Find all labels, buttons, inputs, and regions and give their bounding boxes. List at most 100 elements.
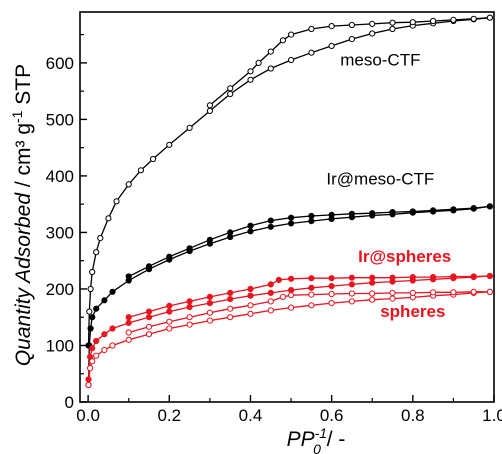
ir-spheres-desorption-point: [125, 314, 132, 321]
spheres-adsorption-point: [247, 310, 254, 317]
ir-spheres-adsorption-point: [93, 337, 100, 345]
series-spheres: [85, 288, 493, 389]
ir-spheres-desorption-point: [227, 289, 234, 296]
spheres-adsorption-point: [85, 381, 92, 389]
ticks-layer: 0.0 0.2 0.4 0.6 0.8 1.0 0 100 200 300 400 500 600: [46, 34, 502, 425]
ir-spheres-adsorption-point: [369, 279, 376, 286]
spheres-adsorption-point: [267, 307, 274, 314]
meso-ctf-adsorption-point: [166, 141, 173, 148]
meso-ctf-desorption-point: [369, 20, 376, 27]
spheres-adsorption-point: [206, 317, 213, 324]
x-tick-label: 0.8: [401, 406, 425, 425]
y-tick-label: 500: [46, 110, 74, 129]
ir-spheres-adsorption-point: [89, 345, 96, 352]
ir-spheres-adsorption-point: [186, 303, 193, 311]
spheres-desorption-point: [186, 314, 193, 321]
ir-meso-ctf-desorption-point: [430, 207, 437, 214]
spheres-desorption-point: [308, 291, 315, 298]
spheres-desorption-point: [389, 289, 396, 296]
ir-meso-ctf-adsorption-point: [288, 220, 295, 227]
spheres-adsorption-point: [109, 342, 116, 349]
y-tick-label: 0: [65, 393, 74, 412]
spheres-desorption-point: [409, 289, 416, 296]
meso-ctf-adsorption-point: [113, 198, 120, 205]
meso-ctf-desorption-point: [430, 17, 437, 25]
ir-meso-ctf-desorption-point: [125, 273, 132, 280]
meso-ctf-adsorption-line: [87, 17, 490, 346]
meso-ctf-desorption-point: [288, 31, 295, 38]
spheres-desorption-point: [279, 293, 286, 300]
meso-ctf-adsorption-point: [87, 285, 94, 293]
ir-spheres-desorption-point: [275, 276, 282, 283]
ir-spheres-desorption-point: [348, 274, 355, 281]
meso-ctf-adsorption-point: [105, 215, 112, 222]
spheres-desorption-point: [328, 290, 335, 298]
y-axis-title-main: Quantity Adsorbed: [12, 192, 35, 366]
meso-ctf-desorption-point: [308, 25, 315, 33]
annotation-ir-meso-ctf: Ir@meso-CTF: [326, 169, 434, 188]
ir-meso-ctf-adsorption-point: [101, 297, 108, 304]
meso-ctf-adsorption-point: [328, 42, 335, 50]
meso-ctf-adsorption-point: [369, 30, 376, 37]
ir-meso-ctf-desorption-point: [166, 253, 173, 260]
ir-spheres-desorption-point: [486, 272, 493, 280]
ir-meso-ctf-desorption-point: [288, 214, 295, 221]
annotation-layer: meso-CTF Ir@meso-CTF Ir@spheres spheres: [326, 51, 451, 322]
ir-spheres-desorption-point: [206, 293, 213, 300]
series-meso-ctf: [85, 14, 493, 349]
ir-spheres-adsorption-point: [267, 289, 274, 296]
spheres-desorption-point: [166, 318, 173, 325]
spheres-desorption-point: [450, 289, 457, 296]
spheres-adsorption-point: [227, 314, 234, 321]
spheres-adsorption-point: [389, 295, 396, 302]
spheres-desorption-point: [348, 290, 355, 297]
series-ir-meso-ctf: [85, 203, 493, 389]
spheres-adsorption-point: [348, 298, 355, 305]
y-axis-title-sup: -1: [9, 110, 25, 123]
x-tick-label: 0.0: [76, 406, 100, 425]
spheres-adsorption-point: [93, 352, 100, 359]
ir-meso-ctf-adsorption-point: [87, 325, 94, 332]
y-tick-label: 600: [46, 54, 74, 73]
ir-spheres-desorption-point: [450, 273, 457, 280]
meso-ctf-adsorption-point: [86, 308, 93, 315]
annotation-meso-ctf: meso-CTF: [340, 51, 420, 70]
spheres-adsorption-point: [166, 325, 173, 332]
ir-meso-ctf-desorption-point: [308, 212, 315, 220]
ir-spheres-desorption-point: [389, 274, 396, 281]
spheres-adsorption-point: [101, 346, 108, 354]
ir-spheres-desorption-point: [470, 273, 477, 280]
ir-spheres-desorption-point: [328, 275, 335, 282]
y-tick-label: 200: [46, 280, 74, 299]
ir-spheres-desorption-point: [145, 308, 153, 315]
ir-meso-ctf-adsorption-point: [247, 228, 254, 235]
spheres-adsorption-point: [186, 321, 193, 328]
x-axis-title-sup: -1: [315, 425, 327, 441]
spheres-adsorption-point: [369, 296, 376, 303]
ir-spheres-desorption-point: [288, 275, 295, 282]
meso-ctf-desorption-point: [279, 37, 286, 44]
ir-meso-ctf-desorption-point: [409, 208, 416, 215]
meso-ctf-desorption-point: [450, 16, 457, 23]
ir-meso-ctf-adsorption-point: [267, 223, 274, 230]
meso-ctf-desorption-point: [267, 48, 274, 55]
spheres-desorption-point: [227, 305, 234, 312]
ir-meso-ctf-desorption-point: [267, 217, 274, 224]
spheres-desorption-point: [206, 309, 213, 316]
ir-meso-ctf-adsorption-point: [89, 314, 96, 321]
ir-meso-ctf-desorption-point: [486, 203, 493, 210]
meso-ctf-adsorption-point: [227, 90, 234, 98]
ir-spheres-adsorption-point: [247, 292, 254, 299]
meso-ctf-desorption-point: [486, 14, 493, 21]
spheres-desorption-point: [430, 289, 437, 296]
meso-ctf-adsorption-point: [186, 124, 193, 132]
y-tick-label: 300: [46, 223, 74, 242]
ir-spheres-adsorption-point: [328, 283, 335, 290]
ir-meso-ctf-desorption-point: [186, 245, 193, 252]
y-axis-title-end: STP: [12, 64, 35, 111]
ir-spheres-desorption-point: [166, 302, 173, 309]
spheres-desorption-point: [486, 288, 493, 295]
meso-ctf-adsorption-point: [89, 268, 96, 276]
meso-ctf-adsorption-point: [267, 65, 274, 72]
